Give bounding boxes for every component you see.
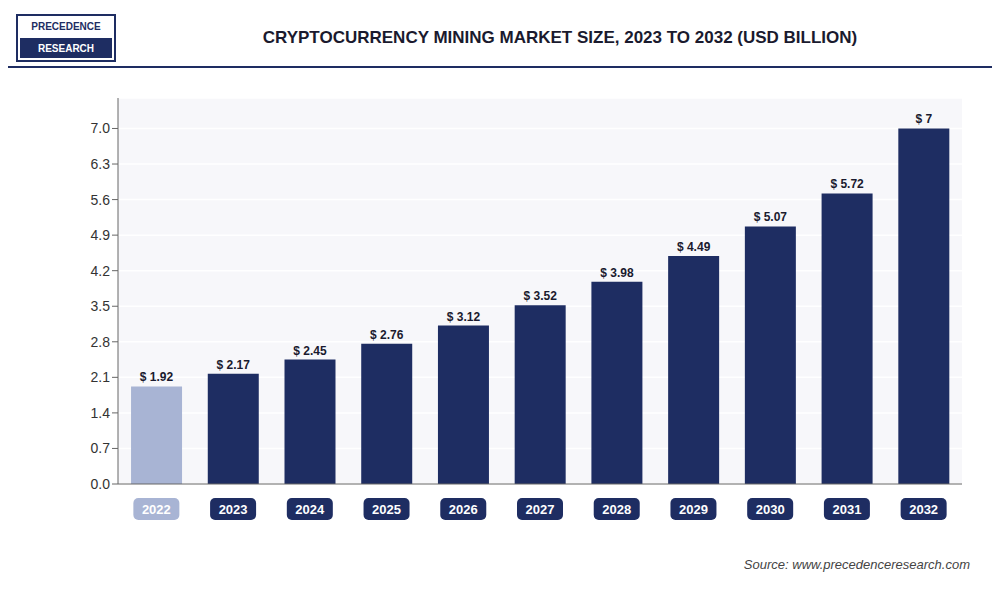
svg-text:$ 2.45: $ 2.45 xyxy=(293,344,327,358)
svg-text:$ 5.07: $ 5.07 xyxy=(754,210,788,224)
svg-text:4.2: 4.2 xyxy=(91,263,111,279)
svg-text:2.1: 2.1 xyxy=(91,369,111,385)
svg-text:2023: 2023 xyxy=(219,502,248,517)
svg-text:2026: 2026 xyxy=(449,502,478,517)
html-text:Source: www.precedenceresearch: Source: www.precedenceresearch.com xyxy=(743,557,970,572)
svg-text:$ 3.52: $ 3.52 xyxy=(523,289,557,303)
svg-text:5.6: 5.6 xyxy=(91,192,111,208)
svg-text:$ 2.76: $ 2.76 xyxy=(370,328,404,342)
svg-text:6.3: 6.3 xyxy=(91,156,111,172)
svg-text:2028: 2028 xyxy=(602,502,631,517)
svg-text:2027: 2027 xyxy=(526,502,555,517)
svg-text:2024: 2024 xyxy=(295,502,325,517)
svg-text:3.5: 3.5 xyxy=(91,298,111,314)
svg-text:$ 1.92: $ 1.92 xyxy=(140,370,174,384)
svg-text:$ 4.49: $ 4.49 xyxy=(677,240,711,254)
svg-text:2029: 2029 xyxy=(679,502,708,517)
svg-text:0.0: 0.0 xyxy=(91,476,111,492)
html-text:RESEARCH: RESEARCH xyxy=(37,42,95,54)
svg-text:$ 2.17: $ 2.17 xyxy=(217,358,251,372)
html-text:PRECEDENCE: PRECEDENCE xyxy=(31,20,101,32)
svg-text:2.8: 2.8 xyxy=(91,334,111,350)
svg-text:7.0: 7.0 xyxy=(91,120,111,136)
svg-text:2032: 2032 xyxy=(909,502,938,517)
svg-text:1.4: 1.4 xyxy=(91,405,111,421)
svg-text:4.9: 4.9 xyxy=(91,227,111,243)
svg-text:$ 3.98: $ 3.98 xyxy=(600,266,634,280)
svg-text:2025: 2025 xyxy=(372,502,401,517)
svg-text:2030: 2030 xyxy=(756,502,785,517)
html-text:CRYPTOCURRENCY MINING MARKET S: CRYPTOCURRENCY MINING MARKET SIZE, 2023 … xyxy=(262,28,858,47)
svg-text:$ 7: $ 7 xyxy=(915,112,932,126)
svg-text:2031: 2031 xyxy=(832,502,861,517)
svg-text:2022: 2022 xyxy=(142,502,171,517)
svg-text:$ 5.72: $ 5.72 xyxy=(830,177,864,191)
svg-text:$ 3.12: $ 3.12 xyxy=(447,310,481,324)
svg-text:0.7: 0.7 xyxy=(91,440,111,456)
